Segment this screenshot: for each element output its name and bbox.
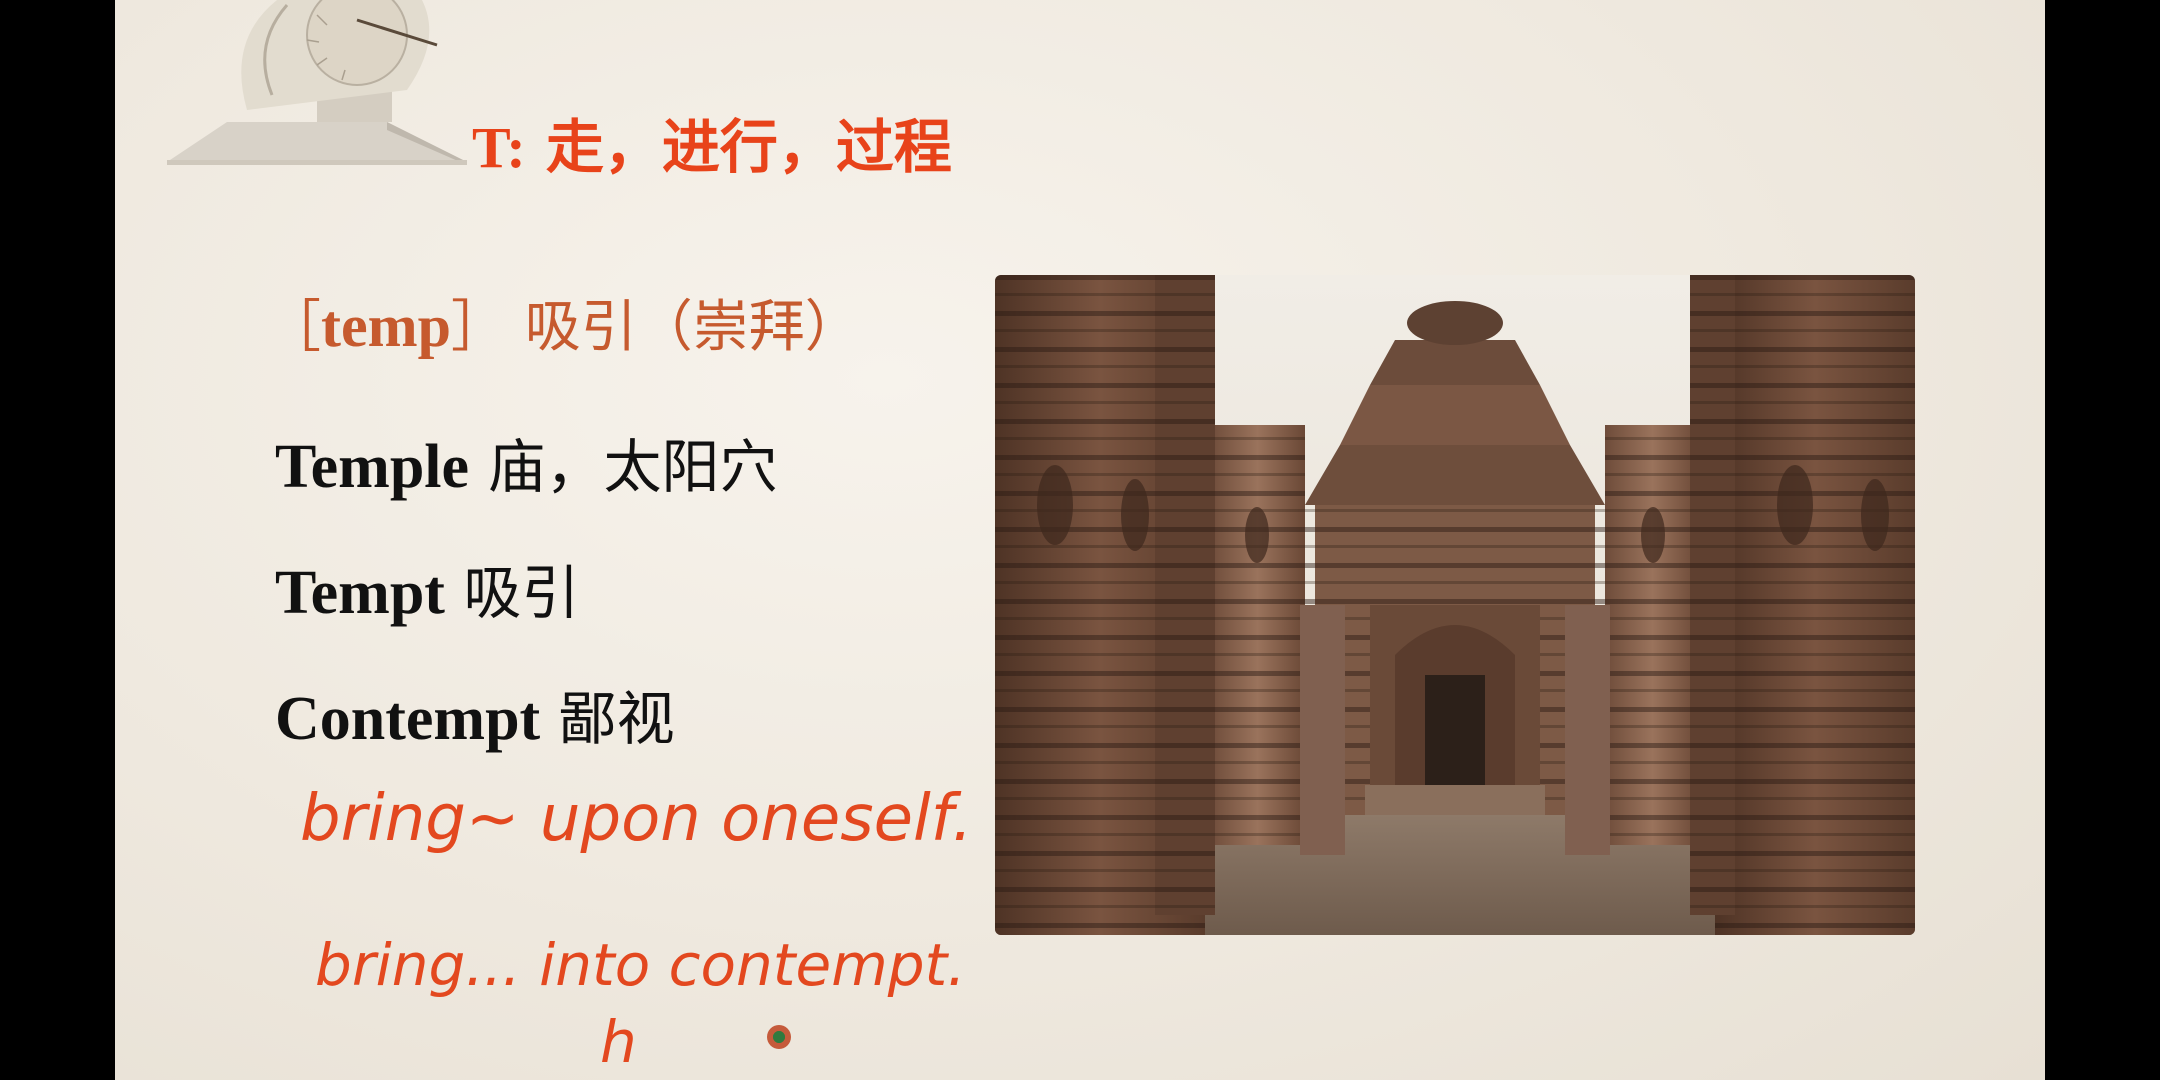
root-meaning: 吸引（崇拜）	[524, 295, 861, 360]
handwritten-notes: bring~ upon oneself. bring... into conte…	[300, 782, 972, 1076]
pen-cursor-icon	[767, 1025, 791, 1049]
word-english: Tempt	[275, 559, 445, 627]
word-chinese: 鄙视	[558, 685, 675, 753]
title-meaning: 走，进行，过程	[545, 113, 952, 181]
sundial-image	[167, 0, 467, 165]
root-text: temp	[321, 293, 451, 359]
right-letterbox	[2045, 0, 2160, 1080]
title-letter: T:	[472, 115, 526, 180]
left-letterbox	[0, 0, 115, 1080]
word-chinese: 庙，太阳穴	[487, 433, 778, 501]
word-contempt: Contempt 鄙视	[275, 672, 675, 756]
root-line: ［temp］ 吸引（崇拜）	[265, 282, 861, 363]
root-bracket-open: ［	[265, 295, 321, 360]
slide-title: T: 走，进行，过程	[472, 100, 952, 184]
word-temple: Temple 庙，太阳穴	[275, 420, 778, 504]
handwriting-line-1: bring~ upon oneself.	[300, 782, 972, 856]
handwriting-line-2: bring... into contempt.	[315, 931, 966, 999]
handwriting-line-3: h	[600, 1008, 637, 1076]
slide: T: 走，进行，过程 ［temp］ 吸引（崇拜） Temple 庙，太阳穴 Te…	[115, 0, 2045, 1080]
word-english: Contempt	[275, 685, 541, 753]
word-chinese: 吸引	[463, 559, 580, 627]
word-english: Temple	[275, 433, 470, 501]
temple-photo	[995, 275, 1915, 935]
word-tempt: Tempt 吸引	[275, 546, 579, 630]
root-bracket-close: ］	[450, 295, 507, 360]
